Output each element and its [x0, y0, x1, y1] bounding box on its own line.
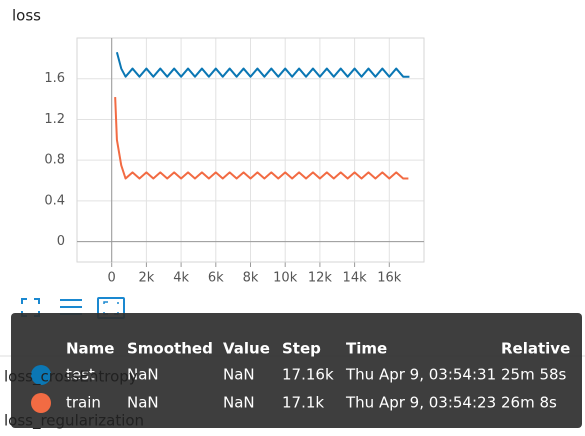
plot-frame	[76, 37, 425, 263]
section-title: loss_regularization	[4, 412, 144, 431]
series-swatch	[31, 393, 51, 413]
tooltip-cell: NaN	[127, 366, 159, 384]
x-tick-label: 8k	[243, 271, 259, 286]
tooltip-cell: 26m 8s	[501, 394, 557, 412]
chart-title: loss	[12, 7, 41, 25]
tooltip-name: test	[66, 366, 95, 384]
y-tick-label: 1.2	[44, 112, 65, 127]
x-tick-label: 4k	[173, 271, 189, 286]
sections: loss_crossEntropy loss_regularization	[4, 368, 144, 431]
series-swatch	[31, 365, 51, 385]
y-tick-label: 0.4	[44, 193, 65, 208]
tooltip-header: Time	[346, 340, 387, 358]
tooltip-header: Name	[66, 340, 114, 358]
series-line	[114, 97, 409, 180]
plot: 0 0.4 0.8 1.2 1.6 0 2k 4k 6k 8k 10k 12k 14k 16k	[44, 37, 425, 286]
tooltip-cell: 25m 58s	[501, 366, 567, 384]
x-tick-label: 0	[108, 271, 116, 286]
tooltip-cell: 17.1k	[282, 394, 324, 412]
tooltip-cell: NaN	[127, 394, 159, 412]
x-tick-label: 16k	[377, 271, 402, 286]
tooltip-name: train	[66, 394, 101, 412]
tooltip-cell: Thu Apr 9, 03:54:23	[345, 394, 496, 412]
data-icon[interactable]	[60, 299, 82, 315]
y-tick-label: 0	[57, 234, 65, 249]
series-line	[115, 51, 410, 78]
tooltip-cell: Thu Apr 9, 03:54:31	[345, 366, 496, 384]
section-title: loss_crossEntropy	[4, 368, 138, 387]
tooltip	[11, 313, 582, 428]
x-tick-label: 2k	[138, 271, 154, 286]
tooltip-header: Relative	[501, 340, 570, 358]
tooltip-cell: NaN	[223, 394, 255, 412]
y-tick-label: 1.6	[44, 71, 65, 86]
x-tick-label: 12k	[308, 271, 333, 286]
tooltip-header: Step	[282, 340, 321, 358]
tooltip-table: Name Smoothed Value Step Time Relative test NaN…	[31, 340, 570, 413]
tooltip-header: Smoothed	[127, 340, 213, 358]
x-tick-label: 6k	[208, 271, 224, 286]
fullscreen-icon[interactable]	[21, 298, 40, 317]
tooltip-header: Value	[223, 340, 270, 358]
x-tick-label: 10k	[273, 271, 298, 286]
tooltip-cell: NaN	[223, 366, 255, 384]
fit-icon-inner	[103, 301, 119, 315]
x-tick-label: 14k	[343, 271, 368, 286]
tooltip-cell: 17.16k	[282, 366, 334, 384]
y-tick-label: 0.8	[44, 153, 65, 168]
